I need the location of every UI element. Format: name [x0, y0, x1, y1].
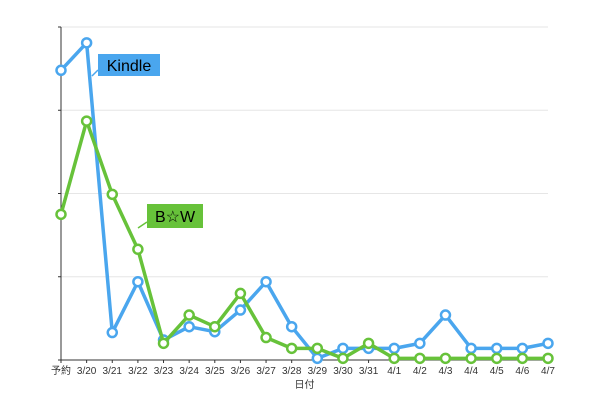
data-point [106, 326, 119, 339]
x-tick-label: 3/28 [282, 366, 302, 377]
data-point [388, 342, 400, 355]
callout-1: B☆W [137, 204, 203, 229]
x-tick-label: 3/27 [256, 366, 276, 377]
callout-0: Kindle [91, 54, 160, 77]
series-0 [55, 37, 554, 365]
data-point [55, 64, 67, 77]
x-tick-label: 3/26 [231, 366, 251, 377]
data-point [183, 309, 195, 321]
data-point [465, 352, 477, 365]
data-point [157, 337, 170, 350]
axes [58, 26, 549, 363]
data-point [311, 342, 324, 355]
data-point [311, 352, 324, 365]
x-tick-label: 3/30 [333, 366, 353, 377]
x-tick-label: 3/29 [308, 366, 328, 377]
data-point [234, 287, 247, 300]
series-label: Kindle [107, 58, 152, 75]
data-point [183, 320, 195, 333]
x-tick-label: 4/5 [490, 366, 504, 377]
data-point [516, 342, 529, 355]
data-point [516, 352, 529, 365]
data-point [285, 342, 298, 355]
data-point [414, 337, 426, 350]
data-point [80, 37, 93, 49]
x-tick-label: 予約 [51, 364, 71, 377]
data-point [439, 352, 452, 365]
data-point [132, 243, 144, 256]
data-point [55, 208, 67, 221]
data-point [362, 337, 375, 350]
data-point [209, 320, 221, 333]
grid [61, 26, 548, 278]
x-tick-label: 4/6 [515, 366, 529, 377]
series-label: B☆W [155, 209, 196, 226]
x-tick-label: 4/4 [464, 366, 478, 377]
data-point [234, 304, 247, 316]
x-tick-label: 4/2 [413, 366, 427, 377]
series-line [59, 41, 549, 361]
data-point [542, 352, 554, 365]
data-point [337, 352, 349, 365]
data-point [260, 275, 272, 288]
data-point [439, 309, 452, 321]
x-tick-label: 3/21 [103, 366, 123, 377]
data-point [542, 337, 554, 350]
callout-box [98, 54, 160, 76]
data-point [465, 342, 477, 355]
callout-leader [137, 221, 148, 229]
series-line [59, 119, 548, 361]
x-tick-labels: 予約 3/20 3/21 3/22 3/23 3/24 3/25 3/26 3/27 3/28 3/… [51, 364, 555, 377]
x-tick-label: 4/1 [387, 366, 401, 377]
x-tick-label: 4/3 [439, 366, 453, 377]
series-layer [55, 37, 554, 365]
data-point [414, 352, 426, 365]
x-tick-label: 3/31 [359, 366, 379, 377]
x-tick-label: 3/23 [154, 366, 174, 377]
data-point [80, 115, 93, 127]
data-point [337, 342, 349, 355]
series-callouts: Kindle B☆W [91, 54, 203, 229]
x-tick-label: 4/7 [541, 366, 555, 377]
callout-box [147, 204, 203, 228]
x-axis-title: 日付 [295, 378, 315, 391]
data-point [260, 331, 272, 344]
callout-leader [91, 69, 99, 77]
data-point [388, 352, 400, 365]
data-point [490, 352, 503, 365]
data-point [132, 275, 144, 288]
data-point [285, 320, 298, 333]
data-point [490, 342, 503, 355]
x-tick-label: 3/24 [179, 366, 199, 377]
x-tick-label: 3/20 [77, 366, 97, 377]
x-tick-label: 3/22 [128, 366, 148, 377]
x-tick-label: 3/25 [205, 366, 225, 377]
series-1 [55, 115, 554, 365]
data-point [106, 188, 119, 201]
